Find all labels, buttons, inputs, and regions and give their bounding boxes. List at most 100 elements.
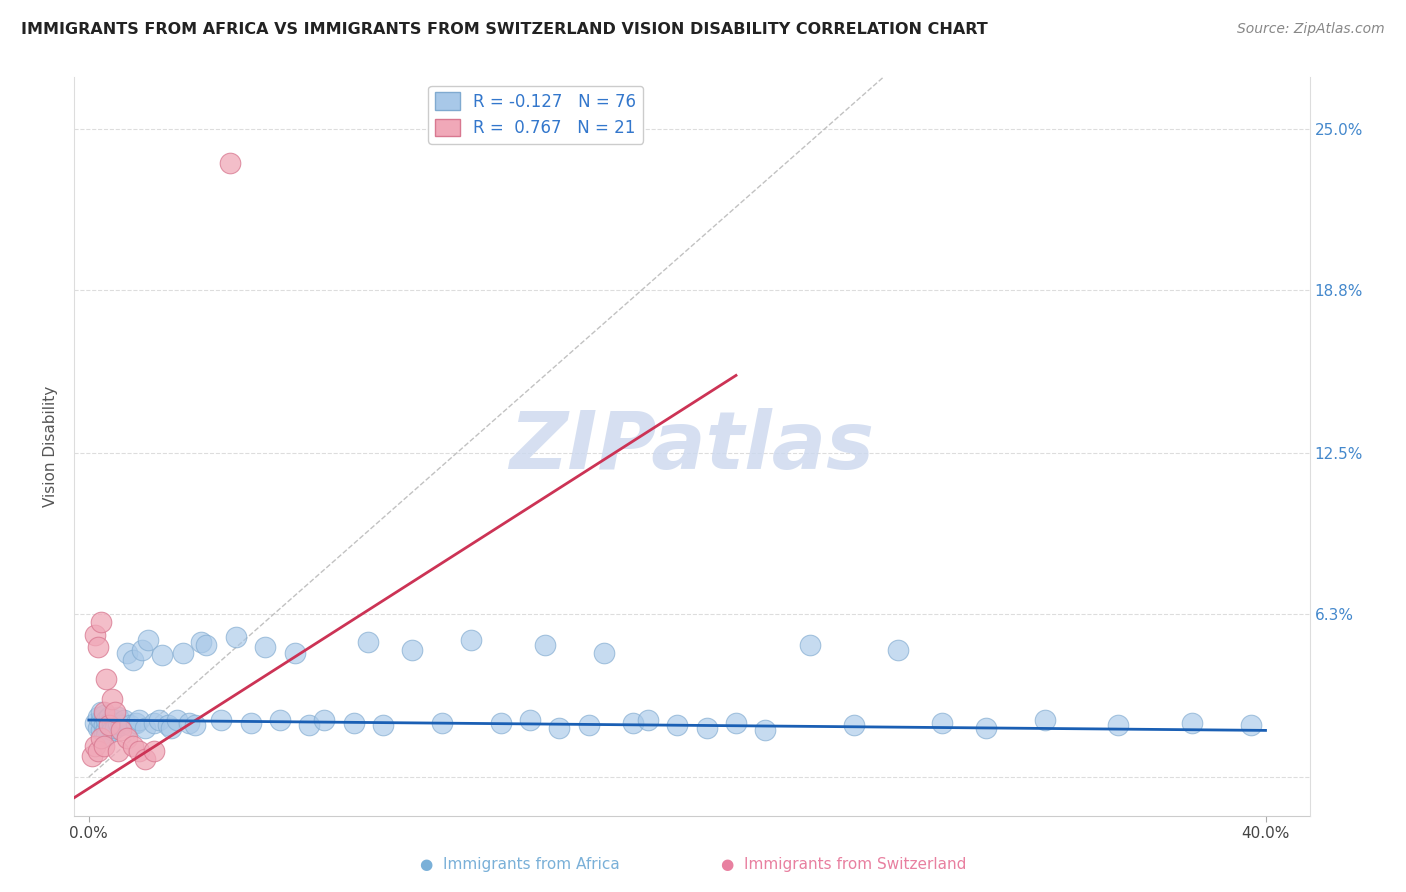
Point [93, 707, 115, 722]
Point [142, 744, 165, 758]
Point [96, 713, 118, 727]
Point [110, 723, 132, 738]
Y-axis label: Vision Disability: Vision Disability [44, 386, 58, 508]
Point [183, 718, 205, 732]
Point [125, 715, 148, 730]
Point [110, 718, 132, 732]
Point [225, 630, 247, 644]
Point [93, 718, 115, 732]
Point [107, 744, 129, 758]
Point [115, 646, 138, 660]
Point [101, 723, 124, 738]
Point [134, 752, 156, 766]
Point [284, 646, 307, 660]
Point [342, 715, 364, 730]
Point [104, 713, 127, 727]
Legend: R = -0.127   N = 76, R =  0.767   N = 21: R = -0.127 N = 76, R = 0.767 N = 21 [429, 86, 643, 144]
Point [93, 705, 115, 719]
Point [98, 718, 121, 732]
Point [134, 721, 156, 735]
Point [357, 635, 380, 649]
Point [96, 721, 118, 735]
Text: Source: ZipAtlas.com: Source: ZipAtlas.com [1237, 22, 1385, 37]
Point [131, 643, 153, 657]
Point [754, 723, 776, 738]
Point [931, 715, 953, 730]
Point [93, 726, 115, 740]
Point [1181, 715, 1204, 730]
Point [90, 723, 112, 738]
Point [83, 715, 105, 730]
Point [533, 638, 555, 652]
Point [90, 713, 112, 727]
Point [298, 718, 321, 732]
Point [637, 713, 659, 727]
Point [842, 718, 865, 732]
Point [107, 710, 129, 724]
Point [90, 615, 112, 629]
Point [460, 632, 482, 647]
Point [86, 721, 108, 735]
Point [98, 710, 121, 724]
Point [115, 731, 138, 746]
Point [104, 705, 127, 719]
Point [887, 643, 910, 657]
Point [122, 739, 145, 753]
Point [371, 718, 394, 732]
Point [157, 718, 180, 732]
Point [696, 721, 718, 735]
Point [93, 739, 115, 753]
Point [519, 713, 541, 727]
Point [166, 713, 188, 727]
Point [96, 729, 118, 743]
Point [148, 713, 170, 727]
Point [314, 713, 336, 727]
Point [128, 744, 150, 758]
Point [1107, 718, 1129, 732]
Point [90, 705, 112, 719]
Point [107, 715, 129, 730]
Point [118, 718, 141, 732]
Point [209, 713, 232, 727]
Text: ●  Immigrants from Africa: ● Immigrants from Africa [420, 857, 620, 872]
Point [96, 672, 118, 686]
Point [1033, 713, 1056, 727]
Point [578, 718, 600, 732]
Point [98, 715, 121, 730]
Point [430, 715, 453, 730]
Point [136, 632, 159, 647]
Point [1240, 718, 1263, 732]
Point [666, 718, 689, 732]
Point [239, 715, 262, 730]
Point [592, 646, 614, 660]
Point [122, 653, 145, 667]
Point [90, 731, 112, 746]
Point [177, 715, 200, 730]
Point [83, 739, 105, 753]
Point [401, 643, 423, 657]
Point [548, 721, 571, 735]
Point [172, 646, 194, 660]
Point [799, 638, 821, 652]
Point [621, 715, 644, 730]
Text: ●  Immigrants from Switzerland: ● Immigrants from Switzerland [721, 857, 966, 872]
Point [150, 648, 173, 663]
Point [101, 692, 124, 706]
Point [269, 713, 291, 727]
Point [83, 627, 105, 641]
Point [101, 718, 124, 732]
Point [254, 640, 277, 655]
Point [190, 635, 212, 649]
Point [86, 744, 108, 758]
Point [489, 715, 512, 730]
Point [104, 721, 127, 735]
Point [160, 721, 183, 735]
Point [128, 713, 150, 727]
Point [219, 156, 242, 170]
Text: IMMIGRANTS FROM AFRICA VS IMMIGRANTS FROM SWITZERLAND VISION DISABILITY CORRELAT: IMMIGRANTS FROM AFRICA VS IMMIGRANTS FRO… [21, 22, 988, 37]
Point [724, 715, 747, 730]
Point [974, 721, 997, 735]
Point [80, 749, 103, 764]
Point [195, 638, 218, 652]
Point [112, 713, 135, 727]
